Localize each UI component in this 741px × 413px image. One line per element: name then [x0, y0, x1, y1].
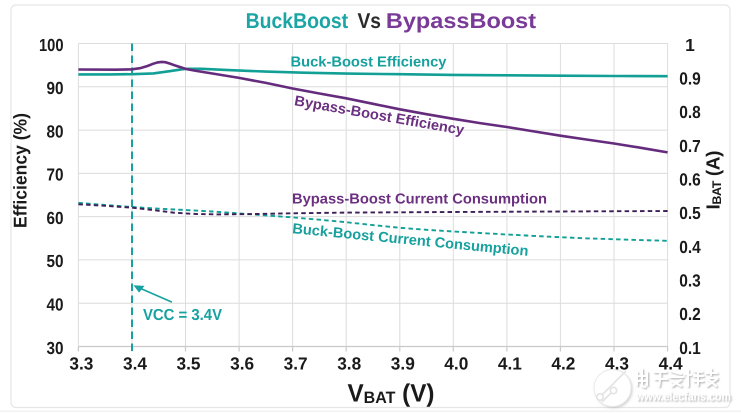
svg-text:0.6: 0.6 [679, 170, 701, 190]
svg-text:3.9: 3.9 [391, 354, 415, 374]
svg-text:3.3: 3.3 [69, 354, 93, 374]
svg-text:0.4: 0.4 [679, 237, 701, 257]
svg-text:0.9: 0.9 [679, 69, 701, 89]
svg-text:Bypass-Boost Current Consumpti: Bypass-Boost Current Consumption [292, 192, 547, 208]
svg-text:60: 60 [47, 208, 64, 228]
svg-text:Efficiency (%): Efficiency (%) [10, 113, 31, 228]
svg-text:90: 90 [47, 78, 64, 98]
svg-text:4.0: 4.0 [444, 354, 468, 374]
svg-text:4.2: 4.2 [551, 354, 575, 374]
svg-text:BuckBoost: BuckBoost [246, 9, 349, 33]
svg-text:70: 70 [47, 165, 64, 185]
svg-text:0.8: 0.8 [679, 102, 701, 122]
svg-text:VCC = 3.4V: VCC = 3.4V [143, 307, 222, 324]
svg-text:BypassBoost: BypassBoost [386, 9, 536, 33]
svg-text:80: 80 [47, 121, 64, 141]
svg-text:3.8: 3.8 [337, 354, 361, 374]
svg-text:50: 50 [47, 251, 64, 271]
svg-text:0.2: 0.2 [679, 304, 701, 324]
svg-text:100: 100 [39, 35, 64, 55]
svg-text:VBAT (V): VBAT (V) [348, 379, 435, 407]
svg-text:0.7: 0.7 [679, 136, 701, 156]
svg-text:40: 40 [47, 295, 64, 315]
svg-text:4.3: 4.3 [605, 354, 629, 374]
svg-text:0.3: 0.3 [679, 271, 701, 291]
svg-text:www.elecfans.com: www.elecfans.com [635, 390, 731, 404]
svg-text:3.6: 3.6 [230, 354, 254, 374]
svg-text:3.7: 3.7 [284, 354, 308, 374]
svg-text:3.4: 3.4 [123, 354, 147, 374]
svg-text:0.1: 0.1 [679, 338, 701, 358]
svg-text:30: 30 [47, 338, 64, 358]
svg-text:4.1: 4.1 [498, 354, 522, 374]
svg-text:Buck-Boost Efficiency: Buck-Boost Efficiency [291, 55, 447, 71]
svg-text:1: 1 [685, 35, 695, 55]
svg-text:3.5: 3.5 [177, 354, 201, 374]
svg-text:4.4: 4.4 [659, 354, 683, 374]
svg-text:0.5: 0.5 [679, 203, 701, 223]
svg-text:Vs: Vs [358, 9, 382, 33]
